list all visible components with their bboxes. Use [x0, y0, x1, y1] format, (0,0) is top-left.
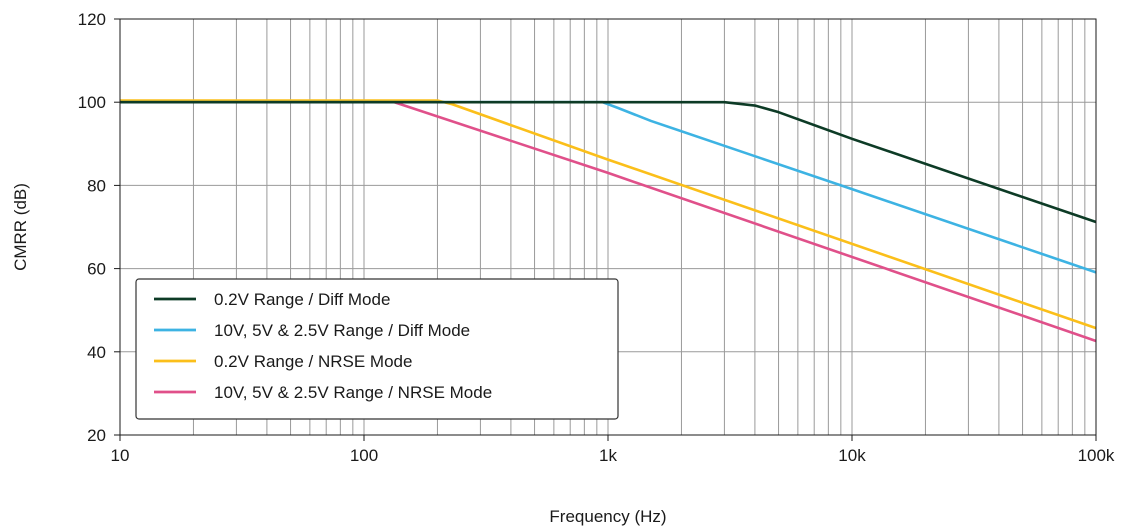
x-tick-label: 10k	[838, 446, 866, 465]
x-tick-label: 100	[350, 446, 378, 465]
legend-label: 10V, 5V & 2.5V Range / NRSE Mode	[214, 383, 492, 402]
y-tick-label: 40	[87, 343, 106, 362]
x-tick-label: 10	[111, 446, 130, 465]
legend: 0.2V Range / Diff Mode 10V, 5V & 2.5V Ran…	[135, 278, 619, 420]
series-line	[120, 100, 1097, 224]
legend-label: 0.2V Range / NRSE Mode	[214, 352, 412, 371]
legend-label: 10V, 5V & 2.5V Range / Diff Mode	[214, 321, 470, 340]
y-tick-label: 80	[87, 176, 106, 195]
y-tick-label: 100	[78, 93, 106, 112]
y-axis-ticks: 20 40 60 80 100 120	[78, 10, 120, 445]
x-tick-label: 100k	[1078, 446, 1115, 465]
x-tick-label: 1k	[599, 446, 617, 465]
x-axis-ticks: 10 100 1k 10k 100k	[111, 435, 1115, 465]
series-group	[120, 99, 1097, 343]
y-tick-label: 20	[87, 426, 106, 445]
y-tick-label: 120	[78, 10, 106, 29]
legend-label: 0.2V Range / Diff Mode	[214, 290, 390, 309]
y-tick-label: 60	[87, 260, 106, 279]
y-axis-title: CMRR (dB)	[11, 183, 30, 271]
series-line	[120, 99, 1097, 330]
x-axis-title: Frequency (Hz)	[549, 507, 666, 526]
legend-box	[135, 278, 619, 420]
